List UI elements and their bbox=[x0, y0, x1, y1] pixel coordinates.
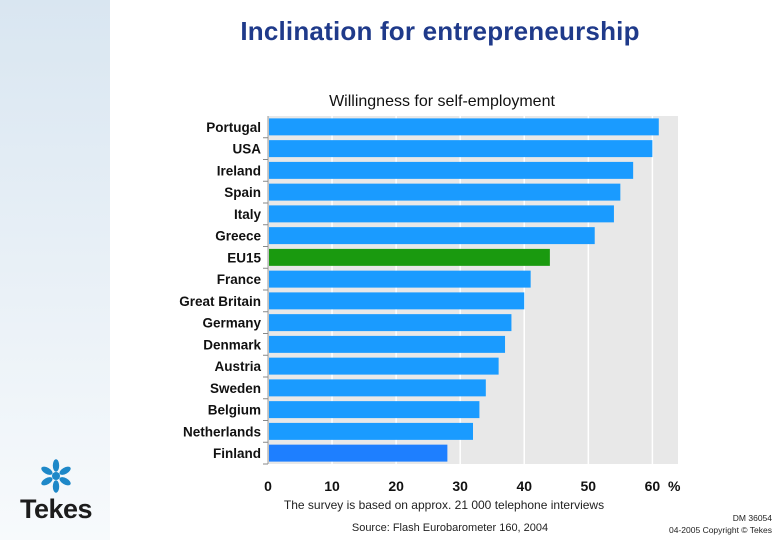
x-tick-label: 60 bbox=[645, 478, 661, 494]
category-label: Finland bbox=[213, 446, 261, 461]
x-tick-label: 40 bbox=[516, 478, 532, 494]
bar-greece bbox=[269, 227, 595, 245]
x-unit-label: % bbox=[668, 478, 681, 494]
bar-eu15 bbox=[269, 248, 550, 266]
category-label: Greece bbox=[215, 229, 261, 244]
x-tick-label: 30 bbox=[452, 478, 468, 494]
document-reference: DM 36054 04-2005 Copyright © Tekes bbox=[572, 512, 772, 536]
x-tick-labels: 0 10 20 30 40 50 60 bbox=[264, 478, 660, 494]
bars bbox=[269, 118, 659, 462]
x-tick-label: 0 bbox=[264, 478, 272, 494]
category-label: Belgium bbox=[208, 403, 261, 418]
category-label: Portugal bbox=[206, 120, 261, 135]
bar-usa bbox=[269, 140, 653, 158]
logo-petal bbox=[52, 459, 60, 472]
side-band bbox=[0, 0, 110, 540]
category-label: Germany bbox=[202, 316, 261, 331]
source-text: Source: Flash Eurobarometer 160, 2004 bbox=[351, 522, 549, 534]
category-label: Sweden bbox=[210, 381, 261, 396]
category-labels: Portugal USA Ireland Spain Italy Greece EU15 Fr… bbox=[179, 120, 268, 465]
chart-title: Willingness for self-employment bbox=[329, 93, 555, 110]
bar-austria bbox=[269, 357, 499, 375]
x-tick-label: 50 bbox=[581, 478, 597, 494]
logo-petal bbox=[41, 477, 53, 486]
logo-petal bbox=[52, 480, 60, 493]
logo-text: Tekes bbox=[19, 494, 93, 524]
bar-denmark bbox=[269, 335, 506, 353]
bar-ireland bbox=[269, 161, 634, 179]
bar-finland bbox=[269, 444, 448, 462]
bar-france bbox=[269, 270, 531, 288]
bar-sweden bbox=[269, 379, 486, 397]
category-label: Great Britain bbox=[179, 294, 261, 309]
category-label: Ireland bbox=[217, 163, 261, 178]
category-label: Italy bbox=[234, 207, 262, 222]
category-label: USA bbox=[232, 142, 261, 157]
doc-id: DM 36054 bbox=[732, 513, 772, 523]
category-label: France bbox=[217, 272, 262, 287]
category-label: EU15 bbox=[227, 250, 261, 265]
bar-belgium bbox=[269, 401, 480, 419]
bar-germany bbox=[269, 314, 512, 332]
page-title: Inclination for entrepreneurship bbox=[240, 16, 640, 46]
category-label: Denmark bbox=[203, 337, 261, 352]
bar-italy bbox=[269, 205, 614, 223]
logo-petal bbox=[41, 466, 53, 475]
logo-petal bbox=[59, 466, 71, 475]
x-tick-label: 20 bbox=[388, 478, 404, 494]
logo-petal bbox=[59, 477, 71, 486]
category-label: Austria bbox=[214, 359, 261, 374]
copyright-text: 04-2005 Copyright © Tekes bbox=[669, 525, 772, 535]
survey-note: The survey is based on approx. 21 000 te… bbox=[283, 498, 605, 512]
bar-spain bbox=[269, 183, 621, 201]
category-label: Spain bbox=[224, 185, 261, 200]
tekes-logo: Tekes bbox=[6, 458, 106, 526]
bar-portugal bbox=[269, 118, 659, 136]
tekes-star-icon bbox=[41, 459, 71, 493]
x-tick-label: 10 bbox=[324, 478, 340, 494]
bar-great-britain bbox=[269, 292, 525, 310]
bar-netherlands bbox=[269, 422, 473, 440]
category-label: Netherlands bbox=[183, 424, 261, 439]
